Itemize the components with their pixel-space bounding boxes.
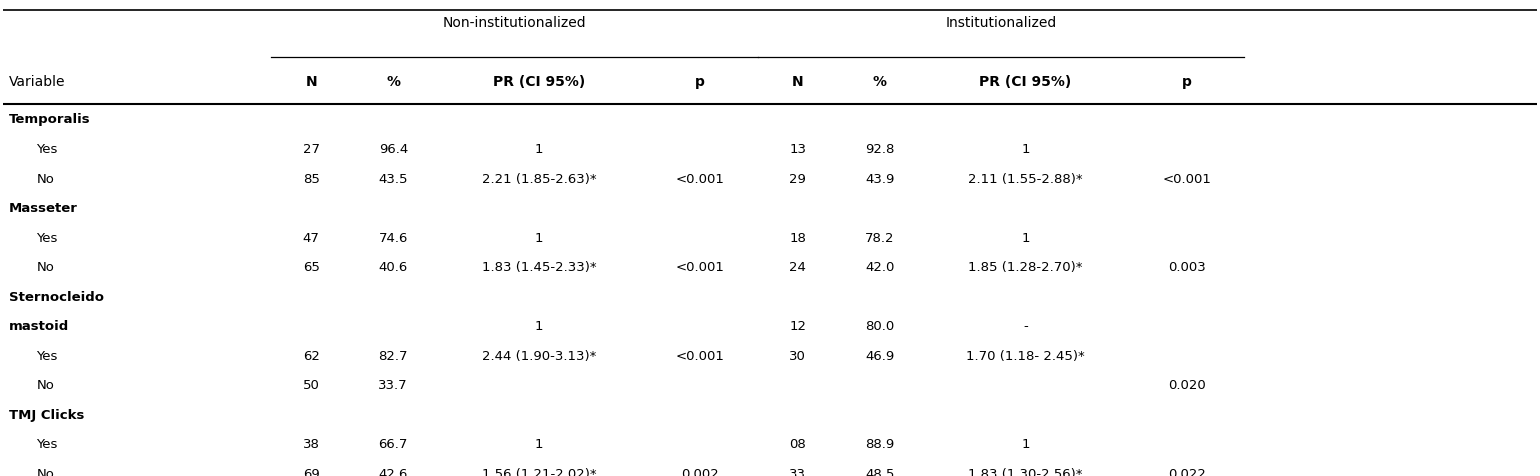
Text: No: No	[37, 260, 54, 274]
Text: 0.003: 0.003	[1167, 260, 1206, 274]
Text: Temporalis: Temporalis	[9, 113, 91, 126]
Text: 65: 65	[303, 260, 320, 274]
Text: p: p	[695, 75, 705, 89]
Text: 0.002: 0.002	[681, 466, 719, 476]
Text: 92.8: 92.8	[865, 143, 895, 156]
Text: 29: 29	[788, 172, 805, 185]
Text: 12: 12	[788, 319, 805, 332]
Text: Yes: Yes	[37, 231, 59, 244]
Text: 85: 85	[303, 172, 320, 185]
Text: <0.001: <0.001	[1163, 172, 1210, 185]
Text: 42.6: 42.6	[379, 466, 408, 476]
Text: Sternocleido: Sternocleido	[9, 290, 103, 303]
Text: <0.001: <0.001	[676, 260, 725, 274]
Text: 82.7: 82.7	[379, 349, 408, 362]
Text: 62: 62	[303, 349, 320, 362]
Text: 88.9: 88.9	[865, 437, 895, 450]
Text: Yes: Yes	[37, 349, 59, 362]
Text: 1: 1	[534, 231, 544, 244]
Text: 1: 1	[1021, 231, 1030, 244]
Text: mastoid: mastoid	[9, 319, 69, 332]
Text: 1.83 (1.30-2.56)*: 1.83 (1.30-2.56)*	[969, 466, 1083, 476]
Text: 30: 30	[788, 349, 805, 362]
Text: 27: 27	[303, 143, 320, 156]
Text: 24: 24	[788, 260, 805, 274]
Text: N: N	[792, 75, 804, 89]
Text: 80.0: 80.0	[865, 319, 895, 332]
Text: Non-institutionalized: Non-institutionalized	[442, 16, 587, 30]
Text: 69: 69	[303, 466, 320, 476]
Text: No: No	[37, 466, 54, 476]
Text: 2.11 (1.55-2.88)*: 2.11 (1.55-2.88)*	[969, 172, 1083, 185]
Text: Yes: Yes	[37, 437, 59, 450]
Text: No: No	[37, 172, 54, 185]
Text: 43.9: 43.9	[865, 172, 895, 185]
Text: 2.44 (1.90-3.13)*: 2.44 (1.90-3.13)*	[482, 349, 596, 362]
Text: 18: 18	[788, 231, 805, 244]
Text: 1: 1	[1021, 437, 1030, 450]
Text: 50: 50	[303, 378, 320, 391]
Text: PR (CI 95%): PR (CI 95%)	[979, 75, 1072, 89]
Text: 38: 38	[303, 437, 320, 450]
Text: 47: 47	[303, 231, 320, 244]
Text: Yes: Yes	[37, 143, 59, 156]
Text: Masseter: Masseter	[9, 202, 79, 215]
Text: 43.5: 43.5	[379, 172, 408, 185]
Text: -: -	[1023, 319, 1027, 332]
Text: 0.022: 0.022	[1167, 466, 1206, 476]
Text: 78.2: 78.2	[865, 231, 895, 244]
Text: 1: 1	[1021, 143, 1030, 156]
Text: 66.7: 66.7	[379, 437, 408, 450]
Text: No: No	[37, 378, 54, 391]
Text: Variable: Variable	[9, 75, 65, 89]
Text: 40.6: 40.6	[379, 260, 408, 274]
Text: 74.6: 74.6	[379, 231, 408, 244]
Text: 1: 1	[534, 143, 544, 156]
Text: TMJ Clicks: TMJ Clicks	[9, 408, 85, 421]
Text: 46.9: 46.9	[865, 349, 895, 362]
Text: N: N	[305, 75, 317, 89]
Text: 1.83 (1.45-2.33)*: 1.83 (1.45-2.33)*	[482, 260, 596, 274]
Text: 96.4: 96.4	[379, 143, 408, 156]
Text: 48.5: 48.5	[865, 466, 895, 476]
Text: %: %	[387, 75, 400, 89]
Text: <0.001: <0.001	[676, 349, 725, 362]
Text: %: %	[873, 75, 887, 89]
Text: PR (CI 95%): PR (CI 95%)	[493, 75, 585, 89]
Text: Institutionalized: Institutionalized	[946, 16, 1056, 30]
Text: 33.7: 33.7	[379, 378, 408, 391]
Text: 2.21 (1.85-2.63)*: 2.21 (1.85-2.63)*	[482, 172, 596, 185]
Text: 1.70 (1.18- 2.45)*: 1.70 (1.18- 2.45)*	[966, 349, 1084, 362]
Text: p: p	[1181, 75, 1192, 89]
Text: 0.020: 0.020	[1167, 378, 1206, 391]
Text: 13: 13	[788, 143, 805, 156]
Text: <0.001: <0.001	[676, 172, 725, 185]
Text: 42.0: 42.0	[865, 260, 895, 274]
Text: 08: 08	[788, 437, 805, 450]
Text: 33: 33	[788, 466, 805, 476]
Text: 1: 1	[534, 437, 544, 450]
Text: 1.85 (1.28-2.70)*: 1.85 (1.28-2.70)*	[969, 260, 1083, 274]
Text: 1: 1	[534, 319, 544, 332]
Text: 1.56 (1.21-2.02)*: 1.56 (1.21-2.02)*	[482, 466, 596, 476]
